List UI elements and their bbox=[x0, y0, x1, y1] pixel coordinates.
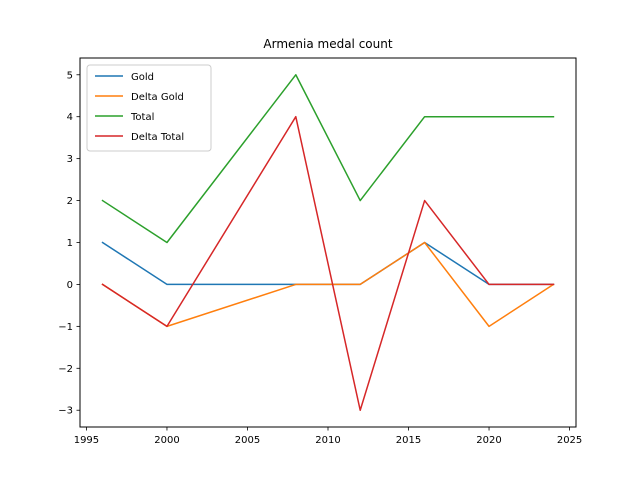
y-tick-label: 2 bbox=[67, 196, 73, 207]
y-axis: −3 −2 −1 0 1 2 3 4 5 bbox=[58, 70, 80, 417]
series-line-4 bbox=[101, 115, 555, 411]
y-tick-label: 4 bbox=[67, 112, 73, 123]
y-tick-label: −3 bbox=[58, 406, 73, 417]
x-tick-label: 2015 bbox=[396, 435, 421, 446]
y-tick-label: 1 bbox=[67, 238, 73, 249]
legend-label: Total bbox=[130, 112, 154, 123]
x-tick-label: 2005 bbox=[235, 435, 260, 446]
y-tick-label: 5 bbox=[67, 70, 73, 81]
legend-box bbox=[86, 64, 212, 152]
legend: Gold Delta Gold Total Delta Total bbox=[86, 64, 212, 152]
y-tick-label: −1 bbox=[58, 322, 73, 333]
x-axis: 1995 2000 2005 2010 2015 2020 2025 bbox=[74, 427, 582, 446]
series-line-3 bbox=[101, 74, 555, 244]
x-tick-label: 2010 bbox=[315, 435, 340, 446]
legend-label: Gold bbox=[131, 72, 154, 83]
legend-label: Delta Total bbox=[131, 132, 184, 143]
x-tick-label: 2020 bbox=[476, 435, 501, 446]
legend-label: Delta Gold bbox=[131, 92, 184, 103]
series-layer bbox=[101, 74, 555, 411]
y-tick-label: −2 bbox=[58, 364, 73, 375]
x-tick-label: 2025 bbox=[557, 435, 582, 446]
x-tick-label: 1995 bbox=[74, 435, 99, 446]
x-tick-label: 2000 bbox=[154, 435, 179, 446]
y-tick-label: 3 bbox=[67, 154, 73, 165]
chart-title: Armenia medal count bbox=[263, 37, 392, 51]
y-tick-label: 0 bbox=[67, 280, 73, 291]
